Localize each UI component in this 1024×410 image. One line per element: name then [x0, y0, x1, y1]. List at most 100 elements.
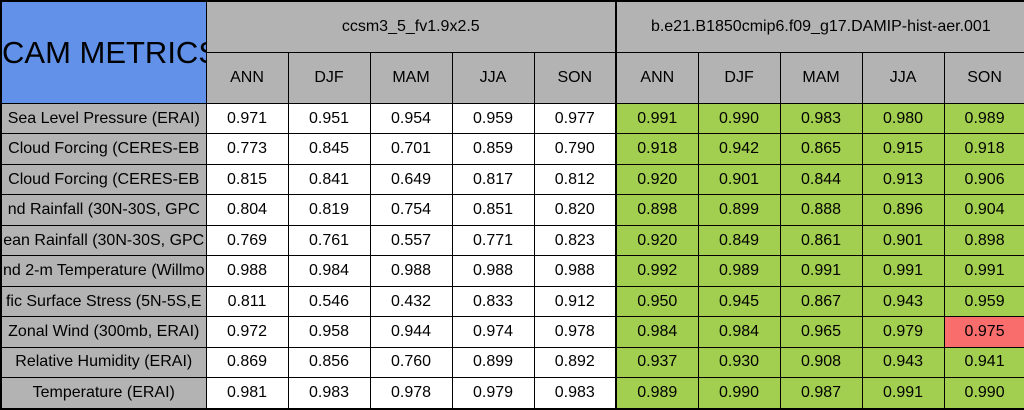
model-header-row: CAM METRICS ccsm3_5_fv1.9x2.5 b.e21.B185…: [0, 0, 1024, 104]
metric-label: Sea Level Pressure (ERAI): [0, 102, 207, 135]
metric-value-cell: 0.991: [779, 255, 863, 287]
metric-value-cell: 0.920: [615, 224, 699, 257]
metric-value-cell: 0.851: [451, 194, 535, 226]
metric-label-text: Zonal Wind (300mb, ERAI): [8, 323, 200, 341]
metric-value-cell: 0.972: [205, 316, 289, 348]
metric-label: fic Surface Stress (5N-5S,E: [0, 285, 207, 318]
metric-value-cell: 0.823: [533, 224, 617, 257]
metric-value-cell: 0.920: [615, 163, 699, 196]
metric-value-cell: 0.892: [533, 346, 617, 379]
metric-value-cell: 0.865: [779, 133, 863, 165]
metric-value-cell: 0.978: [533, 316, 617, 348]
season-header-g1-mam: MAM: [369, 52, 453, 104]
metric-value-cell: 0.989: [943, 102, 1024, 135]
table-row: nd Rainfall (30N-30S, GPC 0.804 0.819 0.754…: [0, 194, 1024, 226]
season-header-g2-jja: JJA: [861, 52, 945, 104]
metric-value-cell: 0.915: [861, 133, 945, 165]
metric-value-cell: 0.701: [369, 133, 453, 165]
table-row: Sea Level Pressure (ERAI) 0.971 0.951 0.954…: [0, 102, 1024, 135]
metric-value-cell: 0.990: [943, 377, 1024, 410]
metric-value-cell: 0.990: [697, 102, 781, 135]
metric-value-cell: 0.849: [697, 224, 781, 257]
metric-value-cell: 0.943: [861, 346, 945, 379]
metric-value-cell: 0.815: [205, 163, 289, 196]
metric-label: Temperature (ERAI): [0, 377, 207, 410]
metric-value-cell: 0.918: [615, 133, 699, 165]
metric-value-cell: 0.991: [861, 255, 945, 287]
metric-value-cell: 0.906: [943, 163, 1024, 196]
season-header-g2-mam: MAM: [779, 52, 863, 104]
metric-value-cell: 0.992: [615, 255, 699, 287]
table-row: nd 2-m Temperature (Willmo 0.988 0.984 0.98…: [0, 255, 1024, 287]
season-header-g2-djf: DJF: [697, 52, 781, 104]
season-header-row: ANN DJF MAM JJA SON ANN DJF MAM JJA SON: [1, 52, 1024, 104]
metric-value-cell: 0.983: [533, 377, 617, 410]
metric-value-cell: 0.432: [369, 285, 453, 318]
metric-value-cell: 0.888: [779, 194, 863, 226]
metric-value-cell: 0.817: [451, 163, 535, 196]
metric-value-cell: 0.990: [697, 377, 781, 410]
metric-value-cell: 0.945: [697, 285, 781, 318]
metric-value-cell: 0.546: [287, 285, 371, 318]
metric-value-cell: 0.989: [697, 255, 781, 287]
metric-value-cell: 0.981: [205, 377, 289, 410]
metric-value-cell: 0.856: [287, 346, 371, 379]
season-header-g1-ann: ANN: [205, 52, 289, 104]
metrics-tbody: Sea Level Pressure (ERAI) 0.971 0.951 0.954…: [0, 102, 1024, 410]
metric-value-cell: 0.899: [451, 346, 535, 379]
metric-value-cell: 0.974: [451, 316, 535, 348]
metric-label: Zonal Wind (300mb, ERAI): [0, 316, 207, 348]
metric-value-cell: 0.819: [287, 194, 371, 226]
table-row: fic Surface Stress (5N-5S,E 0.811 0.546 0.4…: [0, 285, 1024, 318]
metric-value-cell: 0.943: [861, 285, 945, 318]
metric-value-cell: 0.896: [861, 194, 945, 226]
metric-value-cell: 0.845: [287, 133, 371, 165]
metric-value-cell: 0.820: [533, 194, 617, 226]
metric-label-text: Temperature (ERAI): [32, 384, 175, 402]
metric-value-cell: 0.989: [615, 377, 699, 410]
metric-value-cell: 0.899: [697, 194, 781, 226]
season-header-g2-ann: ANN: [615, 52, 699, 104]
metric-value-cell: 0.977: [533, 102, 617, 135]
metric-value-cell: 0.901: [861, 224, 945, 257]
metric-value-cell: 0.859: [451, 133, 535, 165]
metric-value-cell: 0.950: [615, 285, 699, 318]
metric-label: Cloud Forcing (CERES-EB: [0, 133, 207, 165]
table-header: CAM METRICS ccsm3_5_fv1.9x2.5 b.e21.B185…: [0, 0, 1024, 104]
metric-value-cell: 0.959: [451, 102, 535, 135]
metric-value-cell: 0.965: [779, 316, 863, 348]
metric-value-cell: 0.983: [779, 102, 863, 135]
metric-value-cell: 0.804: [205, 194, 289, 226]
metric-value-cell: 0.975: [943, 316, 1024, 348]
metric-value-cell: 0.951: [287, 102, 371, 135]
metric-value-cell: 0.958: [287, 316, 371, 348]
metric-value-cell: 0.904: [943, 194, 1024, 226]
metric-value-cell: 0.942: [697, 133, 781, 165]
table-row: Cloud Forcing (CERES-EB 0.773 0.845 0.701 0.…: [0, 133, 1024, 165]
metric-label: Relative Humidity (ERAI): [0, 346, 207, 379]
metric-label: Cloud Forcing (CERES-EB: [0, 163, 207, 196]
table-row: Relative Humidity (ERAI) 0.869 0.856 0.760 0…: [0, 346, 1024, 379]
metric-value-cell: 0.812: [533, 163, 617, 196]
metric-value-cell: 0.959: [943, 285, 1024, 318]
metric-value-cell: 0.978: [369, 377, 453, 410]
metric-value-cell: 0.991: [861, 377, 945, 410]
metric-label-text: nd Rainfall (30N-30S, GPC: [7, 201, 200, 219]
metric-value-cell: 0.944: [369, 316, 453, 348]
season-header-g1-jja: JJA: [451, 52, 535, 104]
metric-value-cell: 0.988: [369, 255, 453, 287]
metric-value-cell: 0.790: [533, 133, 617, 165]
metric-value-cell: 0.867: [779, 285, 863, 318]
metric-value-cell: 0.980: [861, 102, 945, 135]
metric-value-cell: 0.649: [369, 163, 453, 196]
metric-label: nd 2-m Temperature (Willmo: [0, 255, 207, 287]
metric-value-cell: 0.760: [369, 346, 453, 379]
season-header-g1-son: SON: [533, 52, 617, 104]
model-header-group2: b.e21.B1850cmip6.f09_g17.DAMIP-hist-aer.…: [615, 0, 1024, 53]
metric-value-cell: 0.971: [205, 102, 289, 135]
metric-value-cell: 0.988: [451, 255, 535, 287]
season-header-g1-djf: DJF: [287, 52, 371, 104]
table-row: Zonal Wind (300mb, ERAI) 0.972 0.958 0.944 0…: [0, 316, 1024, 348]
model-header-group1: ccsm3_5_fv1.9x2.5: [205, 0, 617, 53]
metric-value-cell: 0.913: [861, 163, 945, 196]
